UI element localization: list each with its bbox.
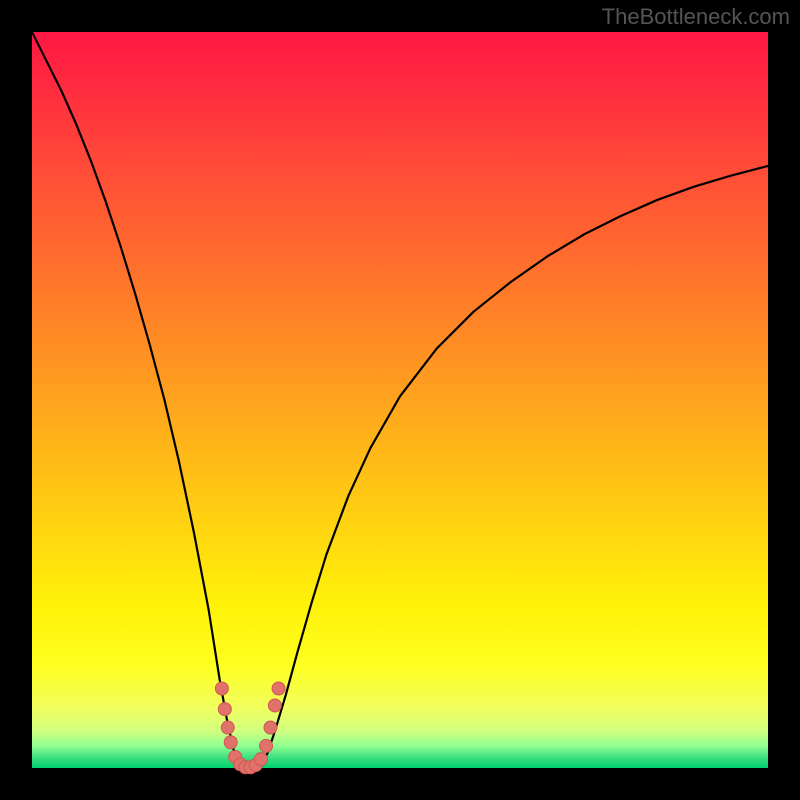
watermark-text: TheBottleneck.com <box>602 4 790 30</box>
chart-container: TheBottleneck.com <box>0 0 800 800</box>
plot-area <box>32 32 768 768</box>
